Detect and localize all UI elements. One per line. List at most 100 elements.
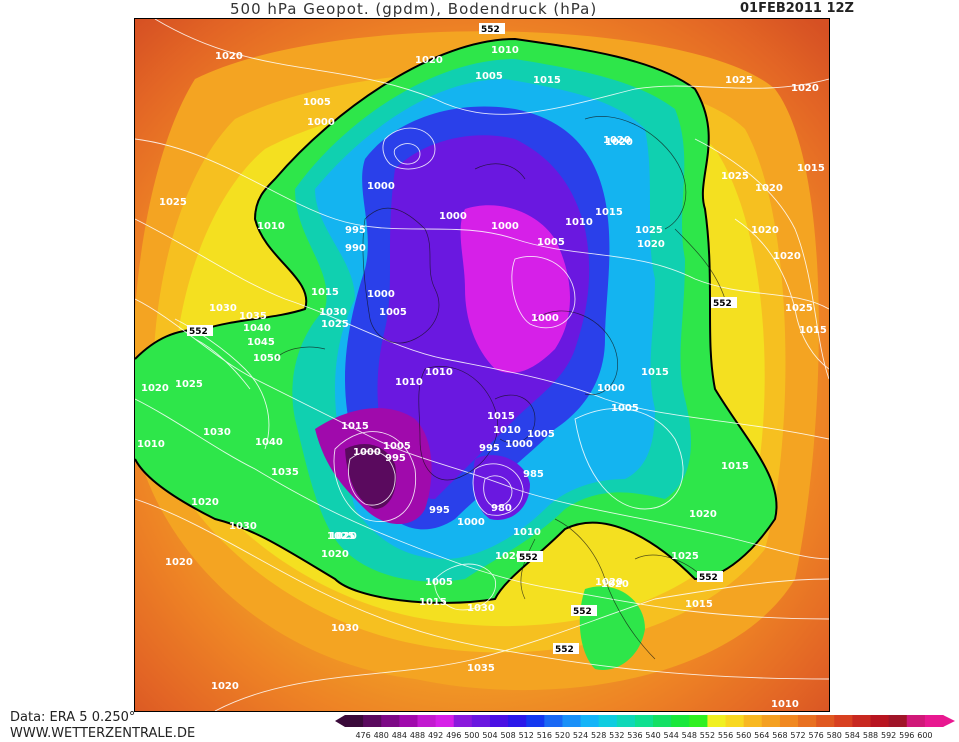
- legend-tick-label: 596: [899, 731, 914, 740]
- isobar-label: 1005: [383, 441, 411, 452]
- isobar-label: 1025: [635, 225, 663, 236]
- isobar-label: 1000: [439, 211, 467, 222]
- isobar-label: 1000: [307, 117, 335, 128]
- isobar-label: 1020: [751, 225, 779, 236]
- legend-tick-label: 552: [700, 731, 715, 740]
- isobar-label: 1010: [771, 699, 799, 710]
- website-link[interactable]: WWW.WETTERZENTRALE.DE: [10, 726, 196, 741]
- isobar-label: 1000: [491, 221, 519, 232]
- legend-tick-label: 484: [392, 731, 407, 740]
- isobar-label: 1045: [247, 337, 275, 348]
- legend-swatch: [508, 715, 527, 727]
- legend-swatch: [417, 715, 437, 727]
- isobar-label: 1005: [303, 97, 331, 108]
- isobar-label: 1000: [505, 439, 533, 450]
- svg-text:552: 552: [481, 25, 500, 35]
- isobar-label: 1015: [641, 367, 669, 378]
- valid-time: 01FEB2011 12Z: [740, 1, 854, 16]
- chart-title: 500 hPa Geopot. (gpdm), Bodendruck (hPa): [230, 0, 598, 18]
- legend-tick-label: 476: [355, 731, 370, 740]
- isobar-label: 1015: [487, 411, 515, 422]
- isobar-label: 1020: [595, 577, 623, 588]
- isobar-label: 1020: [321, 549, 349, 560]
- height-label-box: 552: [711, 297, 737, 309]
- isobar-label: 1020: [791, 83, 819, 94]
- isobar-label: 1030: [319, 307, 347, 318]
- legend-swatch: [526, 715, 545, 727]
- isobar-label: 995: [429, 505, 450, 516]
- legend-tick-label: 572: [790, 731, 805, 740]
- isobar-label: 1015: [721, 461, 749, 472]
- legend-swatch: [707, 715, 727, 727]
- legend-swatch: [399, 715, 418, 727]
- legend-tick-label: 512: [519, 731, 534, 740]
- legend-swatch: [924, 715, 944, 727]
- color-legend: 476 480 484 488 492 496 500 504 508 512 516 520 524 5…: [333, 712, 959, 741]
- legend-swatch: [761, 715, 781, 727]
- data-source: Data: ERA 5 0.250°: [10, 710, 136, 725]
- isobar-label: 995: [345, 225, 366, 236]
- legend-swatch: [345, 715, 364, 727]
- isobar-label: 1010: [395, 377, 423, 388]
- legend-swatch: [888, 715, 908, 727]
- legend-arrow-high: [943, 715, 955, 727]
- legend-tick-label: 516: [537, 731, 552, 740]
- legend-tick-label: 584: [845, 731, 860, 740]
- height-label-box: 552: [571, 605, 597, 617]
- isobar-label: 1015: [797, 163, 825, 174]
- legend-tick-label: 576: [809, 731, 824, 740]
- isobar-label: 980: [491, 503, 512, 514]
- legend-tick-label: 580: [827, 731, 842, 740]
- isobar-label: 1015: [533, 75, 561, 86]
- isobar-label: 1020: [415, 55, 443, 66]
- isobar-label: 1025: [725, 75, 753, 86]
- isobar-label: 1020: [601, 579, 629, 590]
- isobar-label: 1030: [203, 427, 231, 438]
- isobar-label: 1025: [671, 551, 699, 562]
- svg-text:552: 552: [519, 553, 538, 563]
- isobar-label: 1020: [215, 51, 243, 62]
- legend-tick-label: 548: [682, 731, 697, 740]
- isobar-label: 1010: [257, 221, 285, 232]
- legend-tick-label: 488: [410, 731, 425, 740]
- height-label-box: 552: [479, 23, 505, 35]
- height-labels: 552 552 552 552 552 552: [187, 23, 737, 655]
- legend-swatch: [616, 715, 636, 727]
- weather-map: 1020 1020 1005 1000 1005 1010 1015 1020 …: [134, 18, 830, 712]
- height-label-box: 552: [553, 643, 579, 655]
- legend-swatch: [852, 715, 872, 727]
- isobar-label: 1000: [367, 181, 395, 192]
- isobar-label: 1020: [773, 251, 801, 262]
- isobar-label: 1020: [211, 681, 239, 692]
- legend-tick-label: 496: [446, 731, 461, 740]
- isobar-label: 1005: [537, 237, 565, 248]
- legend-tick-label: 568: [772, 731, 787, 740]
- isobar-label: 1020: [605, 137, 633, 148]
- isobar-label: 1015: [341, 421, 369, 432]
- isobar-label: 995: [385, 453, 406, 464]
- legend-tick-label: 520: [555, 731, 570, 740]
- isobar-label: 1020: [689, 509, 717, 520]
- legend-swatch: [435, 715, 455, 727]
- isobar-label: 1030: [331, 623, 359, 634]
- isobar-label: 1020: [755, 183, 783, 194]
- isobar-label: 1025: [327, 531, 355, 542]
- isobar-label: 1035: [271, 467, 299, 478]
- legend-swatch: [471, 715, 491, 727]
- legend-swatch: [671, 715, 690, 727]
- legend-tick-label: 588: [863, 731, 878, 740]
- reference-contour-552: [135, 37, 778, 604]
- isobar-label: 1025: [321, 319, 349, 330]
- isobar-label: 1040: [255, 437, 283, 448]
- isobar-label: 1015: [419, 597, 447, 608]
- legend-tick-label: 508: [500, 731, 515, 740]
- isobar-label: 1010: [425, 367, 453, 378]
- legend-arrow-low: [335, 715, 345, 727]
- isobar-label: 1000: [367, 289, 395, 300]
- isobar-label: 1020: [637, 239, 665, 250]
- isobar-label: 1005: [611, 403, 639, 414]
- legend-swatch: [634, 715, 654, 727]
- isobar-label: 1000: [457, 517, 485, 528]
- legend-tick-label: 600: [917, 731, 932, 740]
- legend-swatch: [598, 715, 618, 727]
